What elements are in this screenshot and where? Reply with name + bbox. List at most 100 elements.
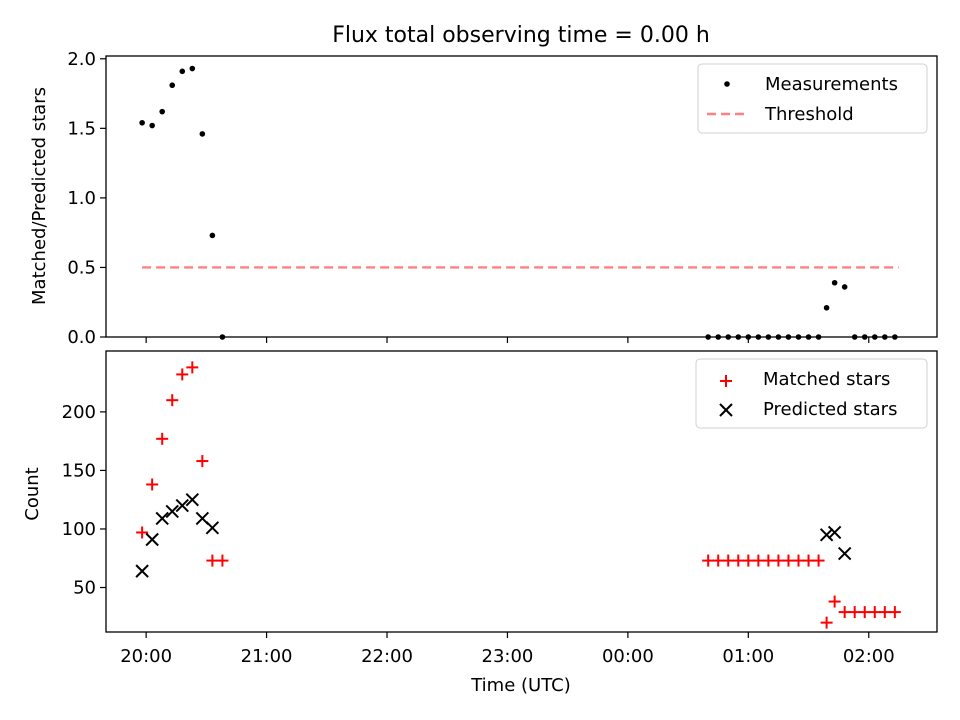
matched-star-point (828, 595, 841, 608)
predicted-star-point (135, 564, 149, 578)
predicted-star-point (175, 498, 189, 513)
matched-star-point (848, 606, 861, 619)
matched-star-point (812, 554, 825, 567)
measurement-point (219, 334, 226, 340)
predicted-star-point (145, 532, 159, 547)
measurement-point (823, 304, 830, 311)
x-tick-label: 20:00 (120, 646, 172, 667)
bottom-y-tick-label: 50 (73, 578, 96, 599)
bottom-y-axis-label: Count (22, 467, 43, 520)
predicted-star-point (205, 521, 220, 535)
bottom-y-ticks: 50 100 150 200 (62, 402, 106, 599)
measurement-point (209, 232, 216, 239)
measurement-point (805, 334, 812, 340)
predicted-layer (135, 492, 852, 578)
x-tick-label: 02:00 (843, 646, 895, 667)
matched-star-point (762, 554, 775, 567)
measurement-point (735, 334, 742, 340)
bottom-y-tick-label: 100 (62, 519, 96, 540)
top-y-tick-label: 2.0 (67, 49, 96, 70)
matched-star-point (802, 554, 815, 567)
matched-star-point (782, 554, 795, 567)
bottom-y-tick-label: 150 (62, 460, 96, 481)
measurement-point (199, 131, 206, 137)
measurement-point (179, 68, 186, 75)
matched-star-point (858, 606, 871, 619)
matched-star-point (878, 606, 891, 619)
measurement-point (795, 334, 802, 340)
matched-star-point (712, 554, 725, 567)
measurement-point (755, 334, 762, 340)
matched-star-point (702, 554, 715, 567)
x-tick-label: 23:00 (482, 646, 534, 667)
top-y-tick-label: 1.0 (67, 188, 96, 209)
x-tick-label: 01:00 (722, 646, 774, 667)
legend-measurements-marker (724, 81, 730, 87)
measurement-point (715, 334, 722, 340)
measurement-point (139, 119, 145, 126)
legend-matched-label: Matched stars (763, 369, 890, 390)
legend-threshold-label: Threshold (764, 104, 854, 125)
bottom-x-ticks: 20:00 21:00 22:00 23:00 00:00 01:00 02:00 (120, 632, 895, 667)
measurement-point (785, 334, 792, 340)
x-tick-label: 21:00 (241, 646, 293, 667)
measurement-layer (139, 65, 898, 340)
measurement-point (705, 334, 711, 340)
measurement-point (831, 279, 838, 286)
matched-star-point (732, 554, 745, 567)
measurement-point (169, 82, 176, 89)
measurement-point (851, 334, 858, 340)
legend-matched-marker (720, 375, 732, 387)
matched-star-point (752, 554, 765, 567)
bottom-plot-frame (105, 350, 938, 633)
measurement-point (815, 334, 822, 340)
top-y-tick-label: 1.5 (67, 118, 96, 139)
measurement-point (149, 122, 155, 129)
measurement-point (841, 284, 848, 290)
matched-star-point (196, 455, 209, 468)
matched-star-point (176, 368, 189, 381)
matched-star-point (820, 616, 833, 629)
top-y-ticks: 0.0 0.5 1.0 1.5 2.0 (67, 49, 106, 348)
matched-star-point (146, 478, 159, 491)
matched-star-point (186, 361, 199, 374)
bottom-legend: Matched stars Predicted stars (695, 358, 928, 429)
measurement-point (725, 334, 732, 340)
measurement-point (765, 334, 772, 340)
legend-predicted-label: Predicted stars (763, 399, 897, 420)
matched-star-point (772, 554, 785, 567)
matched-star-point (156, 432, 169, 445)
top-legend: Measurements Threshold (697, 63, 928, 134)
measurement-point (882, 334, 888, 340)
matched-star-point (216, 554, 229, 567)
chart-title: Flux total observing time = 0.00 h (332, 23, 710, 48)
top-panel: Matched/Predicted stars 0.00.51.01.52.0 … (29, 49, 938, 348)
top-plot-frame (105, 55, 938, 338)
top-legend-box (697, 63, 928, 134)
matched-layer (136, 361, 901, 629)
legend-predicted-marker (719, 403, 733, 417)
top-y-axis-label: Matched/Predicted stars (29, 87, 50, 305)
x-tick-label: 00:00 (602, 646, 654, 667)
x-axis-label: Time (UTC) (470, 675, 571, 696)
top-y-tick-label: 0.5 (67, 257, 96, 278)
predicted-star-point (185, 492, 200, 507)
predicted-star-point (165, 504, 179, 519)
x-tick-label: 22:00 (361, 646, 413, 667)
matched-star-point (136, 526, 149, 539)
matched-star-point (722, 554, 735, 567)
matched-star-point (868, 606, 881, 619)
measurement-point (189, 65, 196, 72)
matched-star-point (166, 394, 179, 407)
predicted-star-point (827, 525, 842, 540)
measurement-point (861, 334, 868, 340)
matched-star-point (838, 606, 851, 619)
matched-star-point (206, 554, 219, 567)
bottom-y-tick-label: 200 (62, 402, 96, 423)
legend-measurements-label: Measurements (765, 74, 898, 95)
bottom-legend-box (695, 358, 928, 429)
matched-star-point (888, 606, 901, 619)
measurement-point (159, 108, 166, 115)
